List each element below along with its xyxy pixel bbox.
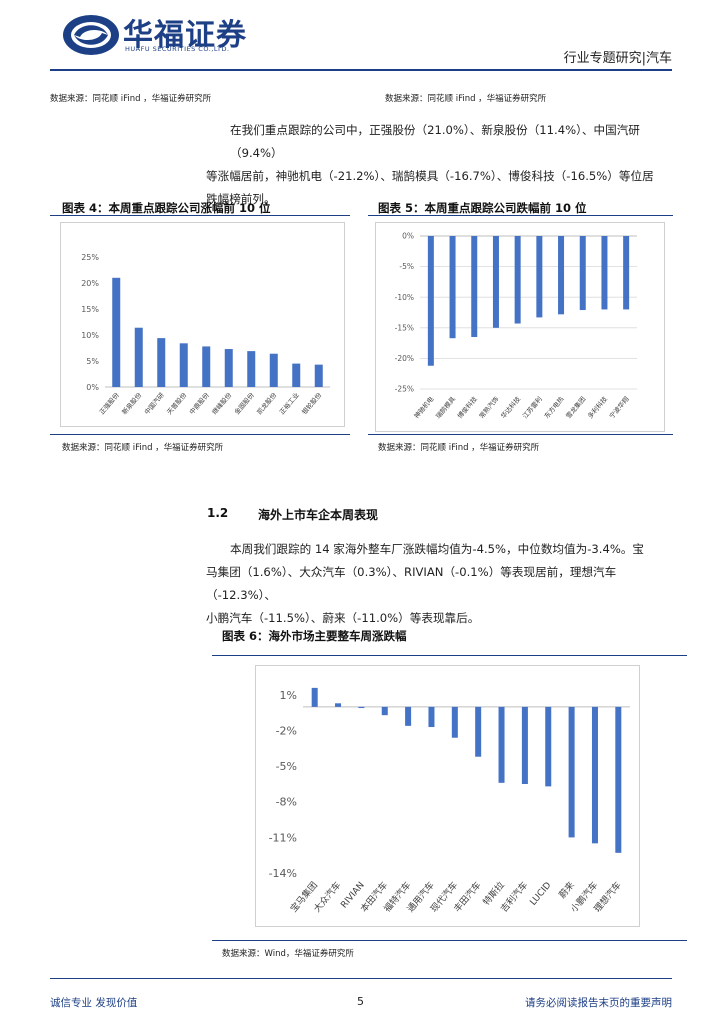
chart-bar: [112, 277, 121, 387]
paragraph-1-line-1: 在我们重点跟踪的公司中，正强股份（21.0%）、新泉股份（11.4%）、中国汽研…: [230, 123, 640, 160]
y-tick-label: 5%: [86, 357, 99, 366]
chart-bar: [545, 706, 552, 787]
chart-bar: [157, 338, 166, 387]
paragraph-2-line-1: 本周我们跟踪的 14 家海外整车厂涨跌幅均值为-4.5%，中位数均值为-3.4%…: [230, 542, 645, 556]
chart-bar: [492, 236, 499, 328]
top-source-right: 数据来源：同花顺 iFind ，华福证券研究所: [385, 94, 547, 104]
figure-4-chart: 0%5%10%15%20%25%正强股份 新泉股份 中国汽研 天普股份 中鼎股份 继峰股份…: [60, 222, 345, 427]
chart-bar: [427, 236, 434, 366]
y-tick-label: -10%: [395, 293, 414, 302]
y-tick-label: -14%: [269, 867, 297, 880]
chart-bar: [335, 703, 342, 707]
figure-5-source: 数据来源：同花顺 iFind ，华福证券研究所: [378, 443, 540, 453]
figure-6-title: 图表 6：海外市场主要整车周涨跌幅: [222, 629, 407, 643]
y-tick-label: -5%: [276, 760, 297, 773]
figure-6-chart: 1%-2%-5%-8%-11%-14%宝马集团大众汽车RIVIAN本田汽车福特汽…: [255, 665, 640, 927]
y-tick-label: 0%: [402, 232, 414, 241]
figure-4-source: 数据来源：同花顺 iFind ，华福证券研究所: [62, 443, 224, 453]
y-tick-label: 20%: [81, 279, 99, 288]
chart-bar: [623, 236, 630, 310]
chart-bar: [558, 236, 565, 315]
paragraph-1: 在我们重点跟踪的公司中，正强股份（21.0%）、新泉股份（11.4%）、中国汽研…: [206, 119, 676, 211]
chart-bar: [311, 687, 318, 707]
chart-bar: [381, 706, 388, 716]
chart-bar: [247, 351, 256, 387]
company-name-cn: 华福证券: [123, 18, 247, 53]
y-tick-label: 1%: [280, 689, 297, 702]
page-number: 5: [357, 995, 364, 1008]
y-tick-label: 0%: [86, 383, 99, 392]
y-tick-label: 10%: [81, 331, 99, 340]
chart-bar: [601, 236, 608, 310]
chart-bar: [224, 349, 233, 387]
company-logo-icon: [63, 15, 119, 55]
paragraph-2-line-2: 马集团（1.6%）、大众汽车（0.3%）、RIVIAN（-0.1%）等表现居前，…: [206, 565, 617, 602]
chart-bar: [134, 327, 143, 387]
figure-4-bottom-rule: [50, 434, 350, 435]
y-tick-label: -5%: [399, 262, 414, 271]
figure-5-top-rule: [368, 215, 673, 216]
section-title: 海外上市车企本周表现: [258, 508, 379, 522]
chart-bar: [292, 363, 301, 387]
footer-slogan: 诚信专业 发现价值: [50, 997, 138, 1009]
chart-bar: [591, 706, 598, 844]
chart-bar: [358, 706, 365, 709]
footer-rule: [50, 978, 672, 979]
paragraph-2-line-3: 小鹏汽车（-11.5%）、蔚来（-11.0%）等表现靠后。: [206, 611, 480, 625]
chart-frame: [60, 222, 345, 427]
header-rule: [50, 69, 672, 71]
chart-bar: [428, 706, 435, 728]
chart-bar: [568, 706, 575, 838]
y-tick-label: -11%: [269, 831, 297, 844]
chart-bar: [449, 236, 456, 339]
chart-bar: [498, 706, 505, 783]
y-tick-label: -20%: [395, 354, 414, 363]
y-tick-label: 15%: [81, 305, 99, 314]
y-tick-label: 25%: [81, 253, 99, 262]
chart-frame: [255, 665, 640, 927]
y-tick-label: -25%: [395, 385, 414, 394]
figure-6-source: 数据来源：Wind，华福证券研究所: [222, 949, 354, 959]
chart-bar: [475, 706, 482, 757]
chart-bar: [405, 706, 412, 726]
paragraph-2: 本周我们跟踪的 14 家海外整车厂涨跌幅均值为-4.5%，中位数均值为-3.4%…: [206, 538, 676, 630]
company-name-en: HUAFU SECURITIES CO.,LTD.: [125, 45, 230, 53]
chart-bar: [514, 236, 521, 324]
y-tick-label: -2%: [276, 724, 297, 737]
figure-4-top-rule: [50, 215, 350, 216]
y-tick-label: -8%: [276, 796, 297, 809]
chart-bar: [269, 353, 278, 387]
figure-6-top-rule: [212, 655, 687, 656]
chart-bar: [179, 343, 188, 387]
figure-5-title: 图表 5：本周重点跟踪公司跌幅前 10 位: [378, 201, 587, 215]
chart-bar: [471, 236, 478, 337]
chart-bar: [314, 364, 323, 387]
chart-bar: [536, 236, 543, 318]
figure-6-bottom-rule: [212, 940, 687, 941]
section-number: 1.2: [207, 506, 229, 520]
chart-bar: [579, 236, 586, 311]
chart-bar: [615, 706, 622, 853]
chart-bar: [521, 706, 528, 784]
top-source-left: 数据来源：同花顺 iFind ，华福证券研究所: [50, 94, 212, 104]
figure-5-chart: 0%-5%-10%-15%-20%-25%神驰机电瑞鹄模具博俊科技常熟汽饰华达科…: [375, 222, 665, 432]
figure-4-title: 图表 4：本周重点跟踪公司涨幅前 10 位: [62, 201, 271, 215]
paragraph-1-line-2: 等涨幅居前，神驰机电（-21.2%）、瑞鹄模具（-16.7%）、博俊科技（-16…: [206, 169, 654, 183]
y-tick-label: -15%: [395, 323, 414, 332]
report-type: 行业专题研究|汽车: [563, 51, 672, 66]
chart-bar: [451, 706, 458, 738]
footer-disclaimer: 请务必阅读报告末页的重要声明: [525, 997, 672, 1009]
paragraph-1-line-3: 跌幅榜前列。: [206, 192, 276, 206]
chart-bar: [202, 346, 211, 387]
figure-5-bottom-rule: [368, 434, 673, 435]
